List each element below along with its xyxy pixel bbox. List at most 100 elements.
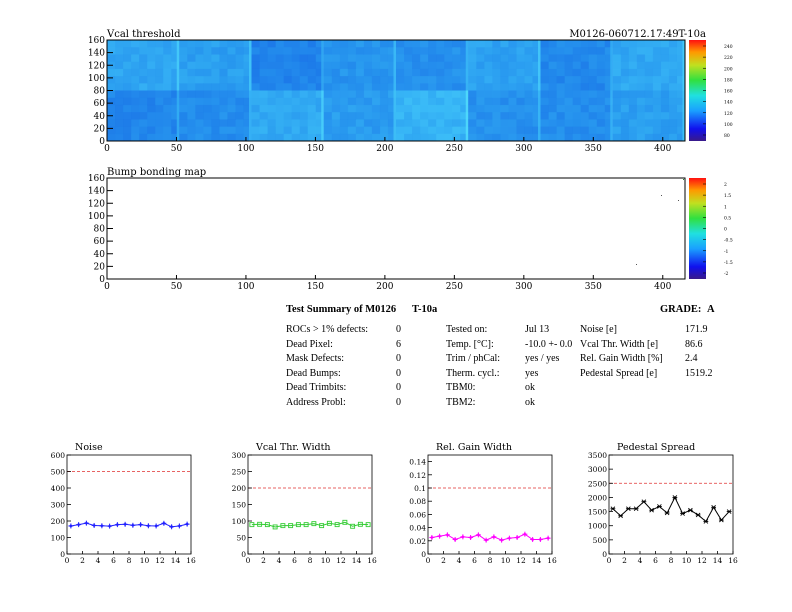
y-tick-label: 0.06 xyxy=(409,510,426,519)
pixel-cell xyxy=(532,90,541,99)
y-tick-label: 60 xyxy=(94,237,106,247)
pixel-cell xyxy=(211,54,220,62)
pixel-cell xyxy=(564,54,573,62)
summary-row-label: Tested on: xyxy=(446,324,488,335)
x-tick-label: 12 xyxy=(336,556,346,565)
pixel-cell xyxy=(588,47,597,55)
pixel-cell xyxy=(267,112,276,120)
pixel-cell xyxy=(508,68,517,77)
pixel-cell xyxy=(339,40,349,48)
pixel-cell xyxy=(179,40,188,48)
chart-frame xyxy=(247,454,373,555)
pixel-cell xyxy=(636,83,646,91)
pixel-cell xyxy=(420,90,429,99)
pixel-cell xyxy=(476,61,485,70)
pixel-cell xyxy=(163,90,172,99)
pixel-cell xyxy=(187,97,196,106)
y-tick-label: 500 xyxy=(593,536,608,545)
pixel-cell xyxy=(371,126,381,135)
pixel-cell xyxy=(123,40,132,48)
x-tick-label: 250 xyxy=(446,282,463,292)
pixel-cell xyxy=(660,54,670,62)
pixel-cell xyxy=(476,97,485,106)
pixel-cell xyxy=(139,68,148,77)
pixel-cell xyxy=(315,133,325,142)
z-tick-label: -2 xyxy=(724,271,729,277)
y-tick-label: 160 xyxy=(88,36,105,46)
pixel-cell xyxy=(572,112,581,120)
pixel-cell xyxy=(291,40,300,48)
pixel-cell xyxy=(347,68,357,77)
pixel-cell xyxy=(355,54,365,62)
pixel-cell xyxy=(620,61,630,70)
pixel-cell xyxy=(259,40,268,48)
pixel-cell xyxy=(179,119,188,127)
pixel-cell xyxy=(428,90,437,99)
pixel-cell xyxy=(676,97,686,106)
pixel-cell xyxy=(636,97,646,106)
pixel-cell xyxy=(379,104,389,113)
pixel-cell xyxy=(492,112,501,120)
pixel-cell xyxy=(548,76,557,84)
pixel-cell xyxy=(387,104,397,113)
pixel-cell xyxy=(420,47,429,55)
pixel-cell xyxy=(428,54,437,62)
pixel-cell xyxy=(484,47,493,55)
pixel-cell xyxy=(347,133,357,142)
pixel-cell xyxy=(604,104,614,113)
data-point xyxy=(350,523,356,529)
data-point xyxy=(491,534,497,540)
pixel-cell xyxy=(540,119,549,127)
pixel-cell xyxy=(267,83,276,91)
x-tick-label: 10 xyxy=(321,556,331,565)
pixel-cell xyxy=(259,76,268,84)
summary-row: Mask Defects: 0 xyxy=(286,353,401,364)
pixel-cell xyxy=(476,126,485,135)
pixel-cell xyxy=(396,119,405,127)
pixel-cell xyxy=(596,54,606,62)
pixel-cell xyxy=(612,90,622,99)
x-tick-label: 100 xyxy=(237,144,254,154)
pixel-cell xyxy=(219,133,228,142)
x-tick-label: 0 xyxy=(104,282,110,292)
pixel-cell xyxy=(363,97,373,106)
pixel-cell xyxy=(123,133,132,142)
pixel-cell xyxy=(676,104,686,113)
pixel-cell xyxy=(532,68,541,77)
pixel-cell xyxy=(556,133,565,142)
summary-row-label: Dead Trimbits: xyxy=(286,382,347,393)
pixel-cell xyxy=(211,68,220,77)
pixel-cell xyxy=(363,68,373,77)
pixel-cell xyxy=(436,54,445,62)
pixel-cell xyxy=(444,119,453,127)
pixel-cell xyxy=(227,112,236,120)
pixel-cell xyxy=(347,97,357,106)
summary-row: Address Probl: 0 xyxy=(286,397,401,408)
pixel-cell xyxy=(652,97,662,106)
pixel-cell xyxy=(524,54,533,62)
pixel-cell xyxy=(179,61,188,70)
pixel-cell xyxy=(243,133,252,142)
pixel-cell xyxy=(644,54,654,62)
pixel-cell xyxy=(315,47,325,55)
pixel-cell xyxy=(107,104,116,113)
pixel-cell xyxy=(452,90,461,99)
pixel-cell xyxy=(636,133,646,142)
vcal-axes: 0 50 100 150 200 250 300 350 400 0 20 40 60 80 100 120 1… xyxy=(88,36,672,154)
pixel-cell xyxy=(612,112,622,120)
pixel-cell xyxy=(163,68,172,77)
pixel-cell xyxy=(548,97,557,106)
pixel-cell xyxy=(115,54,124,62)
pixel-cell xyxy=(428,40,437,48)
pixel-cell xyxy=(147,54,156,62)
data-point xyxy=(280,523,286,529)
pixel-cell xyxy=(612,83,622,91)
pixel-cell xyxy=(203,104,212,113)
summary-row: Trim / phCal: yes / yes xyxy=(446,353,559,364)
pixel-cell xyxy=(588,104,597,113)
pixel-cell xyxy=(620,119,630,127)
pixel-cell xyxy=(227,61,236,70)
pixel-cell xyxy=(371,112,381,120)
pixel-cell xyxy=(379,68,389,77)
pixel-cell xyxy=(235,90,244,99)
